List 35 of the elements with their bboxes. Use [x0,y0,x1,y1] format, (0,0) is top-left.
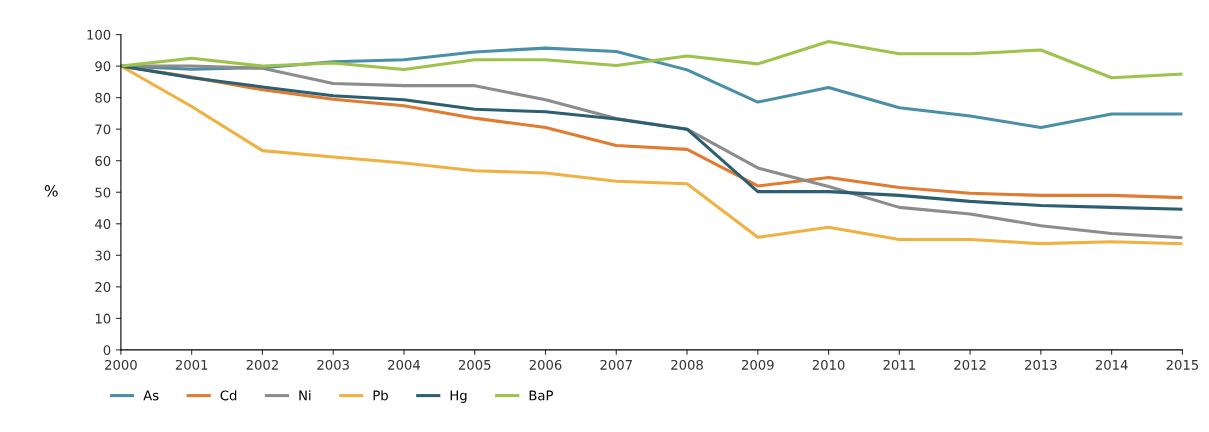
legend-label: Hg [450,390,467,403]
x-tick-label: 2004 [388,359,421,370]
y-tick-label: 80 [95,92,111,103]
x-tick-label: 2005 [458,359,491,370]
y-tick-label: 60 [95,155,111,166]
y-tick-label: 30 [95,250,111,261]
x-tick-label: 2000 [105,359,137,370]
y-tick-label: 10 [95,313,111,324]
legend-label: As [143,390,159,401]
x-tick-label: 2015 [1166,359,1199,370]
legend-label: Cd [220,390,237,401]
x-tick-label: 2011 [883,359,915,370]
y-tick-label: 50 [95,187,111,198]
x-tick-label: 2003 [317,359,349,370]
x-tick-label: 2002 [246,359,278,370]
x-tick-label: 2001 [175,359,208,370]
x-tick-label: 2006 [529,359,562,370]
line-series [120,39,1183,80]
y-axis-title: % [44,185,58,197]
legend-label: Ni [299,390,311,401]
x-tick-label: 2010 [812,359,845,370]
x-tick-label: 2009 [741,359,774,370]
x-tick-label: 2012 [954,359,986,370]
y-tick-label: 0 [103,345,111,356]
y-tick-label: 40 [95,219,111,229]
legend-label: BaP [529,390,553,401]
x-tick-label: 2014 [1095,359,1128,370]
y-tick-label: 90 [95,61,111,72]
x-tick-label: 2008 [671,359,703,370]
y-tick-label: 20 [95,282,111,293]
x-tick-label: 2007 [600,359,632,370]
y-tick-label: 100 [87,29,111,40]
x-tick-label: 2013 [1025,359,1057,370]
y-tick-label: 70 [95,124,111,135]
legend-label: Pb [373,390,388,401]
